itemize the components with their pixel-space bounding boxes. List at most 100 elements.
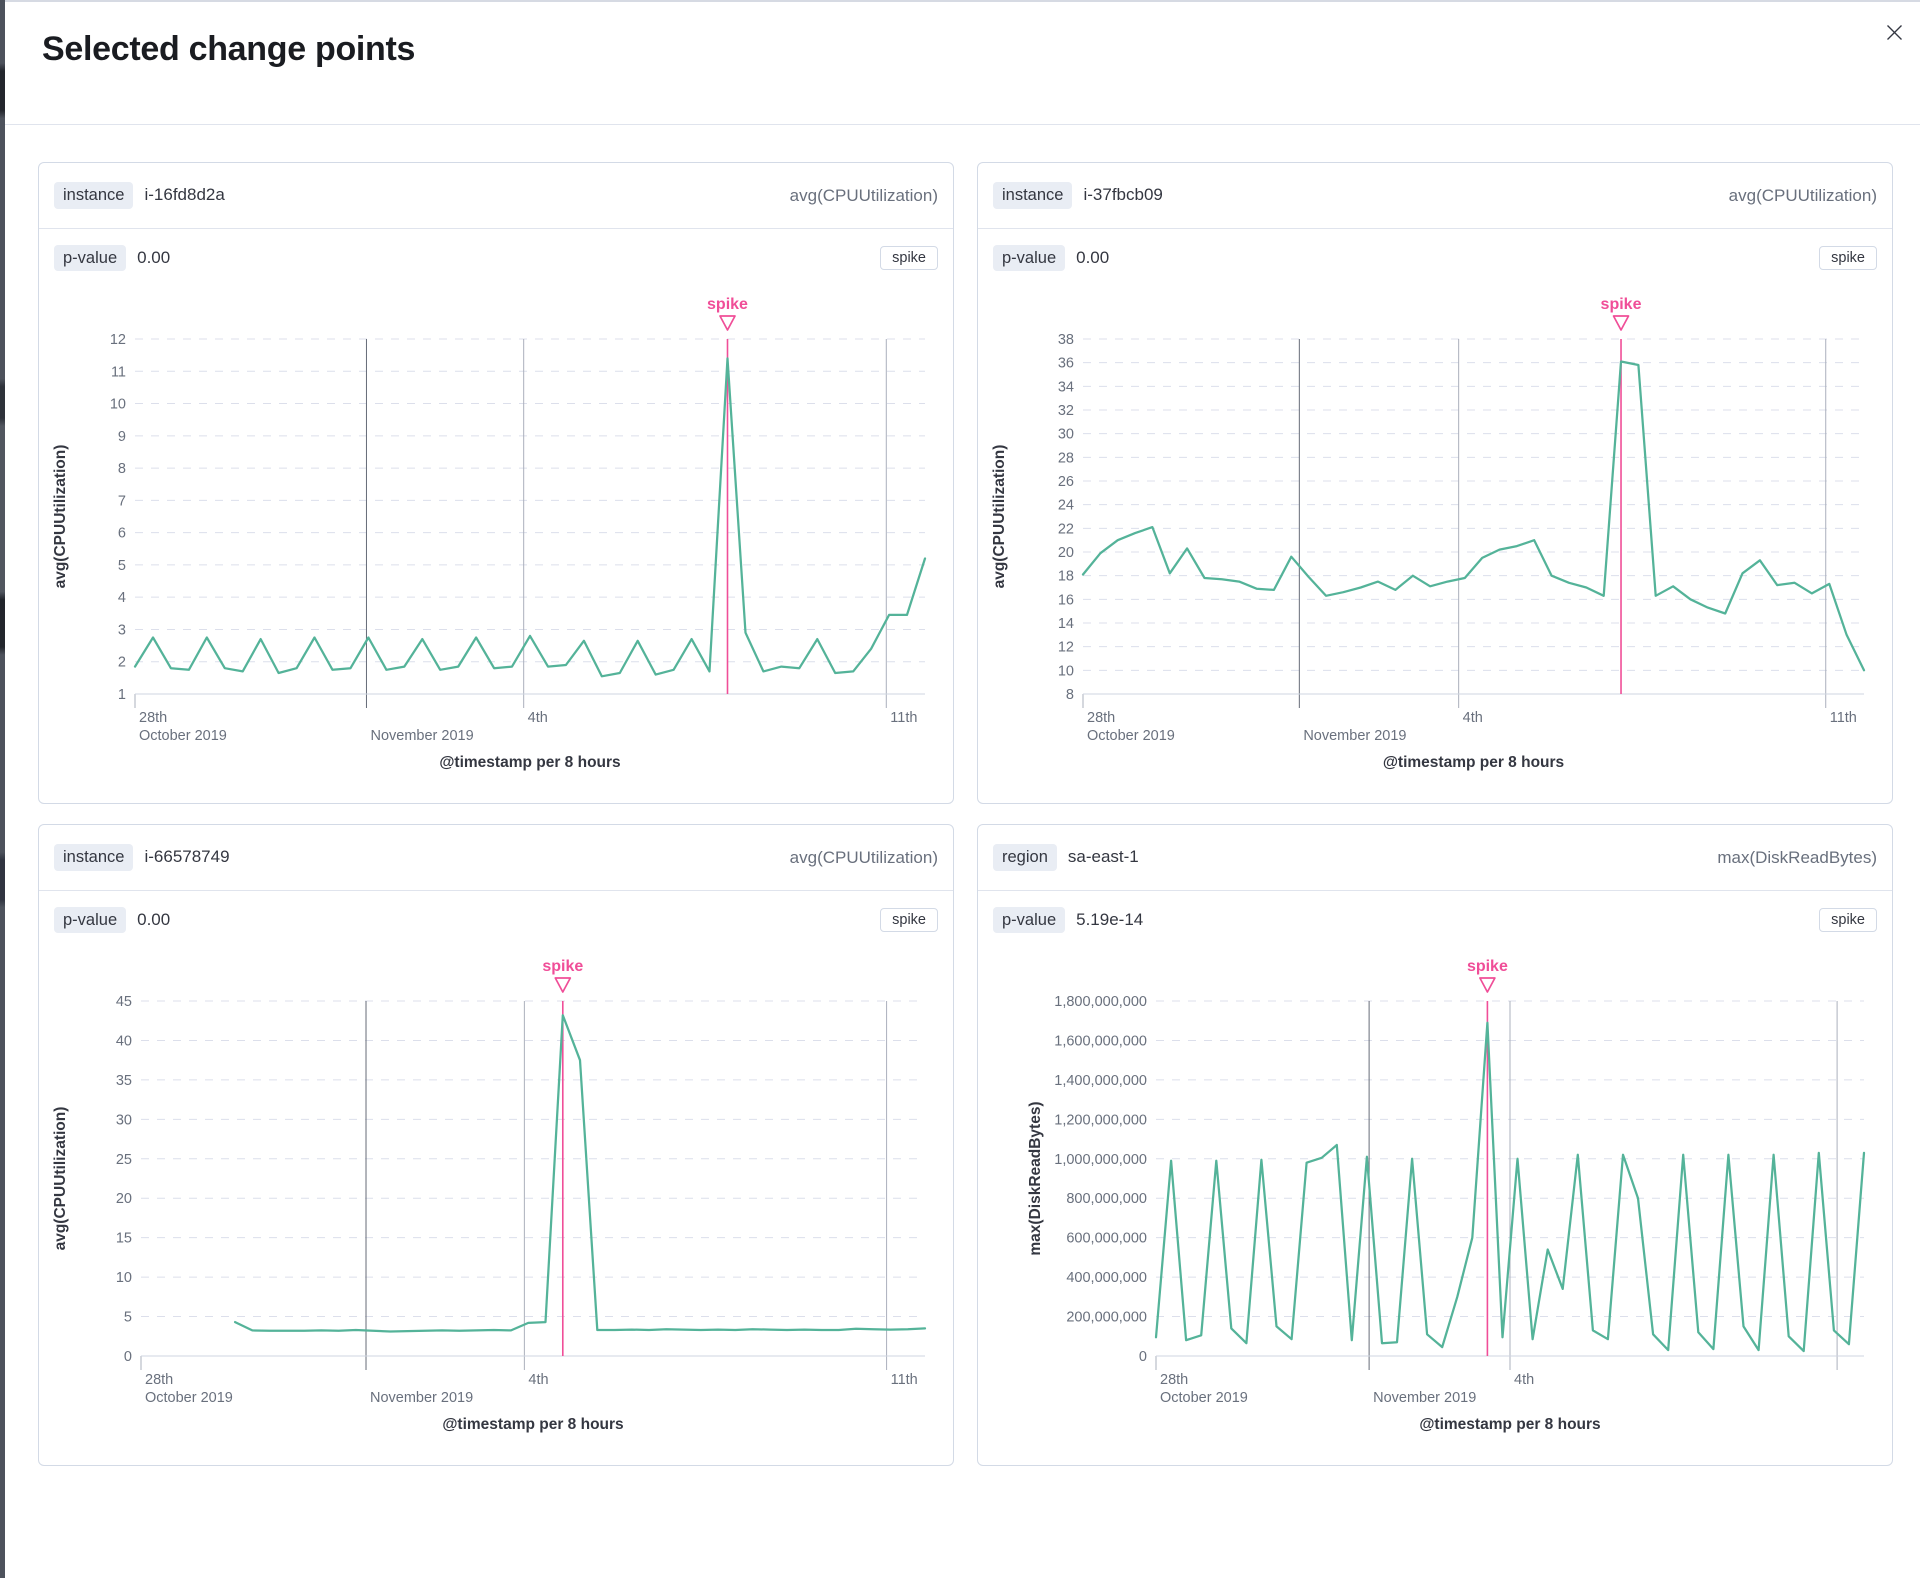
- p-value-badge: p-value: [993, 244, 1066, 272]
- x-tick-label: 28th: [139, 710, 167, 726]
- y-tick-label: 15: [116, 1231, 132, 1247]
- close-button[interactable]: [1878, 16, 1910, 48]
- x-axis: 28th October 2019 November 2019 4th 11th: [140, 1001, 925, 1406]
- change-point-type-chip: spike: [1819, 246, 1877, 270]
- x-tick-label: 28th: [145, 1372, 173, 1388]
- y-tick-label: 26: [1058, 474, 1074, 490]
- y-tick-label: 600,000,000: [1066, 1231, 1147, 1247]
- x-tick-label: October 2019: [1087, 728, 1175, 744]
- flyout-header: Selected change points: [5, 2, 1920, 125]
- y-tick-label: 5: [118, 558, 126, 574]
- split-field: instance i-16fd8d2a: [54, 182, 225, 209]
- x-tick-label: 4th: [528, 710, 548, 726]
- change-points-flyout: Selected change points instance i-16fd8d…: [5, 0, 1920, 1578]
- split-field-badge: instance: [54, 844, 134, 871]
- y-axis-title: max(DiskReadBytes): [1027, 1101, 1044, 1255]
- y-tick-label: 16: [1058, 592, 1074, 608]
- close-icon: [1886, 24, 1902, 40]
- y-axis-title: avg(CPUUtilization): [991, 445, 1008, 589]
- split-field-badge: instance: [993, 182, 1073, 209]
- change-point-chart[interactable]: 8 10 12 14 16 18 20 22 24 26 28 30 32 34 36 38 28th Octob…: [978, 287, 1892, 803]
- change-point-panel: instance i-37fbcb09 avg(CPUUtilization) …: [977, 162, 1893, 804]
- y-tick-label: 1,800,000,000: [1054, 994, 1147, 1010]
- spike-annotation: spike: [1467, 958, 1508, 1356]
- y-tick-label: 34: [1058, 379, 1074, 395]
- p-value-group: p-value 0.00: [54, 906, 171, 934]
- page-title: Selected change points: [42, 30, 416, 68]
- y-tick-label: 200,000,000: [1066, 1310, 1147, 1326]
- y-axis-title: avg(CPUUtilization): [52, 445, 69, 589]
- y-tick-label: 45: [116, 994, 132, 1010]
- y-tick-label: 1,600,000,000: [1054, 1033, 1147, 1049]
- x-tick-label: 11th: [1830, 710, 1857, 726]
- split-field: instance i-37fbcb09: [993, 182, 1163, 209]
- y-tick-label: 3: [118, 622, 126, 638]
- split-field-badge: region: [993, 844, 1057, 871]
- y-tick-label: 40: [116, 1033, 132, 1049]
- y-tick-label: 11: [111, 364, 126, 380]
- panel-subheader: p-value 5.19e-14 spike: [978, 891, 1892, 949]
- x-axis-title: @timestamp per 8 hours: [1419, 1416, 1600, 1433]
- change-point-type-chip: spike: [880, 246, 938, 270]
- y-tick-label: 24: [1058, 498, 1074, 514]
- p-value-group: p-value 0.00: [54, 244, 170, 272]
- series-line: [233, 1014, 927, 1333]
- metric-label: max(DiskReadBytes): [1717, 847, 1877, 867]
- y-tick-label: 10: [110, 397, 126, 413]
- x-tick-label: October 2019: [139, 728, 227, 744]
- line-chart-svg: 8 10 12 14 16 18 20 22 24 26 28 30 32 34 36 38 28th Octob…: [991, 296, 1866, 771]
- y-tick-label: 12: [110, 332, 126, 348]
- y-tick-label: 9: [118, 429, 126, 445]
- x-tick-label: 4th: [1463, 710, 1483, 726]
- change-point-panel: instance i-16fd8d2a avg(CPUUtilization) …: [38, 162, 954, 804]
- change-point-chart[interactable]: 0 200,000,000 400,000,000 600,000,000 800,00…: [978, 949, 1892, 1465]
- split-field: region sa-east-1: [993, 844, 1139, 871]
- spike-marker-icon: [554, 977, 572, 993]
- metric-label: avg(CPUUtilization): [789, 185, 938, 205]
- y-tick-label: 18: [1058, 569, 1074, 585]
- y-tick-label: 1,200,000,000: [1054, 1112, 1147, 1128]
- y-tick-label: 22: [1058, 521, 1074, 537]
- y-tick-label: 8: [118, 461, 126, 477]
- y-tick-label: 28: [1058, 450, 1074, 466]
- x-axis: 28th October 2019 November 2019 4th: [1155, 1001, 1864, 1406]
- split-field-value: sa-east-1: [1067, 847, 1139, 867]
- split-field-value: i-16fd8d2a: [144, 185, 225, 205]
- p-value: 0.00: [137, 909, 171, 929]
- background-page-edge: [0, 0, 5, 1578]
- x-tick-label: November 2019: [1303, 728, 1406, 744]
- x-axis-title: @timestamp per 8 hours: [442, 1416, 623, 1433]
- y-tick-label: 0: [124, 1349, 132, 1365]
- p-value-group: p-value 0.00: [993, 244, 1109, 272]
- x-axis: 28th October 2019 November 2019 4th 11th: [134, 339, 925, 744]
- change-point-panel: instance i-66578749 avg(CPUUtilization) …: [38, 824, 954, 1466]
- y-tick-label: 36: [1058, 356, 1074, 372]
- x-tick-label: November 2019: [370, 1390, 473, 1406]
- y-tick-label: 32: [1058, 403, 1074, 419]
- y-tick-label: 1,000,000,000: [1054, 1152, 1147, 1168]
- panel-header: instance i-37fbcb09 avg(CPUUtilization): [978, 163, 1892, 229]
- y-tick-label: 400,000,000: [1066, 1270, 1147, 1286]
- spike-marker-icon: [1479, 977, 1496, 993]
- p-value: 5.19e-14: [1076, 909, 1144, 929]
- y-tick-label: 4: [118, 590, 126, 606]
- y-tick-label: 800,000,000: [1066, 1191, 1147, 1207]
- spike-annotation: spike: [1601, 296, 1642, 694]
- y-tick-label: 10: [116, 1270, 132, 1286]
- change-point-chart[interactable]: 0 5 10 15 20 25 30 35 40 45 28th October 2019 Novemb…: [39, 949, 953, 1465]
- change-point-chart[interactable]: 1 2 3 4 5 6 7 8 9 10 11 12 28th October 2019 November …: [39, 287, 953, 803]
- p-value-badge: p-value: [993, 906, 1066, 934]
- y-tick-label: 25: [116, 1152, 132, 1168]
- split-field-value: i-37fbcb09: [1083, 185, 1163, 205]
- x-tick-label: October 2019: [145, 1390, 233, 1406]
- p-value-group: p-value 5.19e-14: [993, 906, 1144, 934]
- spike-annotation-label: spike: [707, 296, 748, 313]
- spike-marker-icon: [1612, 315, 1630, 331]
- panel-subheader: p-value 0.00 spike: [39, 891, 953, 949]
- y-tick-label: 1: [118, 687, 126, 703]
- line-chart-svg: 0 200,000,000 400,000,000 600,000,000 800,00…: [1027, 958, 1866, 1433]
- split-field-badge: instance: [54, 182, 134, 209]
- spike-marker-icon: [719, 315, 736, 331]
- change-point-panel: region sa-east-1 max(DiskReadBytes) p-va…: [977, 824, 1893, 1466]
- y-tick-label: 14: [1058, 616, 1074, 632]
